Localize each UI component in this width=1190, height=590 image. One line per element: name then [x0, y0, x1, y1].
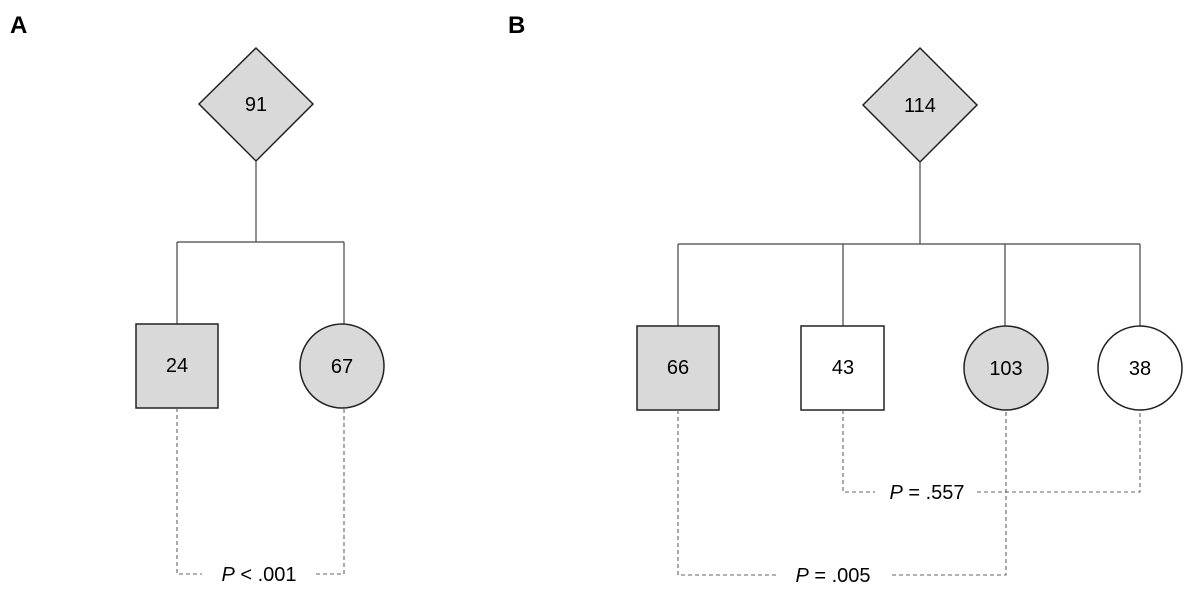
panel-b-node-circle-1 [963, 325, 1049, 411]
panel-b-p-value-upper: P = .557 [889, 482, 964, 504]
panel-b-node-circle-2 [1097, 325, 1183, 411]
panel-a-node-square-value: 24 [166, 355, 188, 377]
panel-a-node-circle-value: 67 [331, 356, 353, 378]
panel-a: A 91 24 67 P < .001 [10, 12, 385, 586]
panel-b-node-square-1 [636, 325, 720, 411]
panel-b-label: B [508, 12, 525, 39]
panel-a-root-value: 91 [245, 94, 267, 116]
panel-b-node-square-2 [800, 325, 885, 411]
panel-b-tree-connectors [677, 162, 1141, 326]
panel-b-node-circle-2-value: 38 [1129, 358, 1151, 380]
panel-a-p-value: P < .001 [221, 564, 296, 586]
panel-b-node-square-1-value: 66 [667, 357, 689, 379]
panel-a-tree-connectors [176, 161, 345, 324]
panel-b-root-value: 114 [904, 95, 936, 117]
panel-b-node-circle-1-value: 103 [989, 358, 1022, 380]
panel-b-comparison-bracket-lower [677, 410, 1007, 576]
panel-b-p-value-lower: P = .005 [795, 565, 870, 587]
panel-a-label: A [10, 12, 27, 39]
panel-a-node-square [135, 323, 219, 409]
panel-a-node-circle [299, 323, 385, 409]
panel-b: B 114 66 43 103 38 P = .557 P = .005 [508, 12, 1183, 587]
panel-b-node-square-2-value: 43 [832, 357, 854, 379]
panel-a-comparison-bracket [176, 408, 345, 575]
panel-b-comparison-bracket-upper [842, 410, 1141, 493]
